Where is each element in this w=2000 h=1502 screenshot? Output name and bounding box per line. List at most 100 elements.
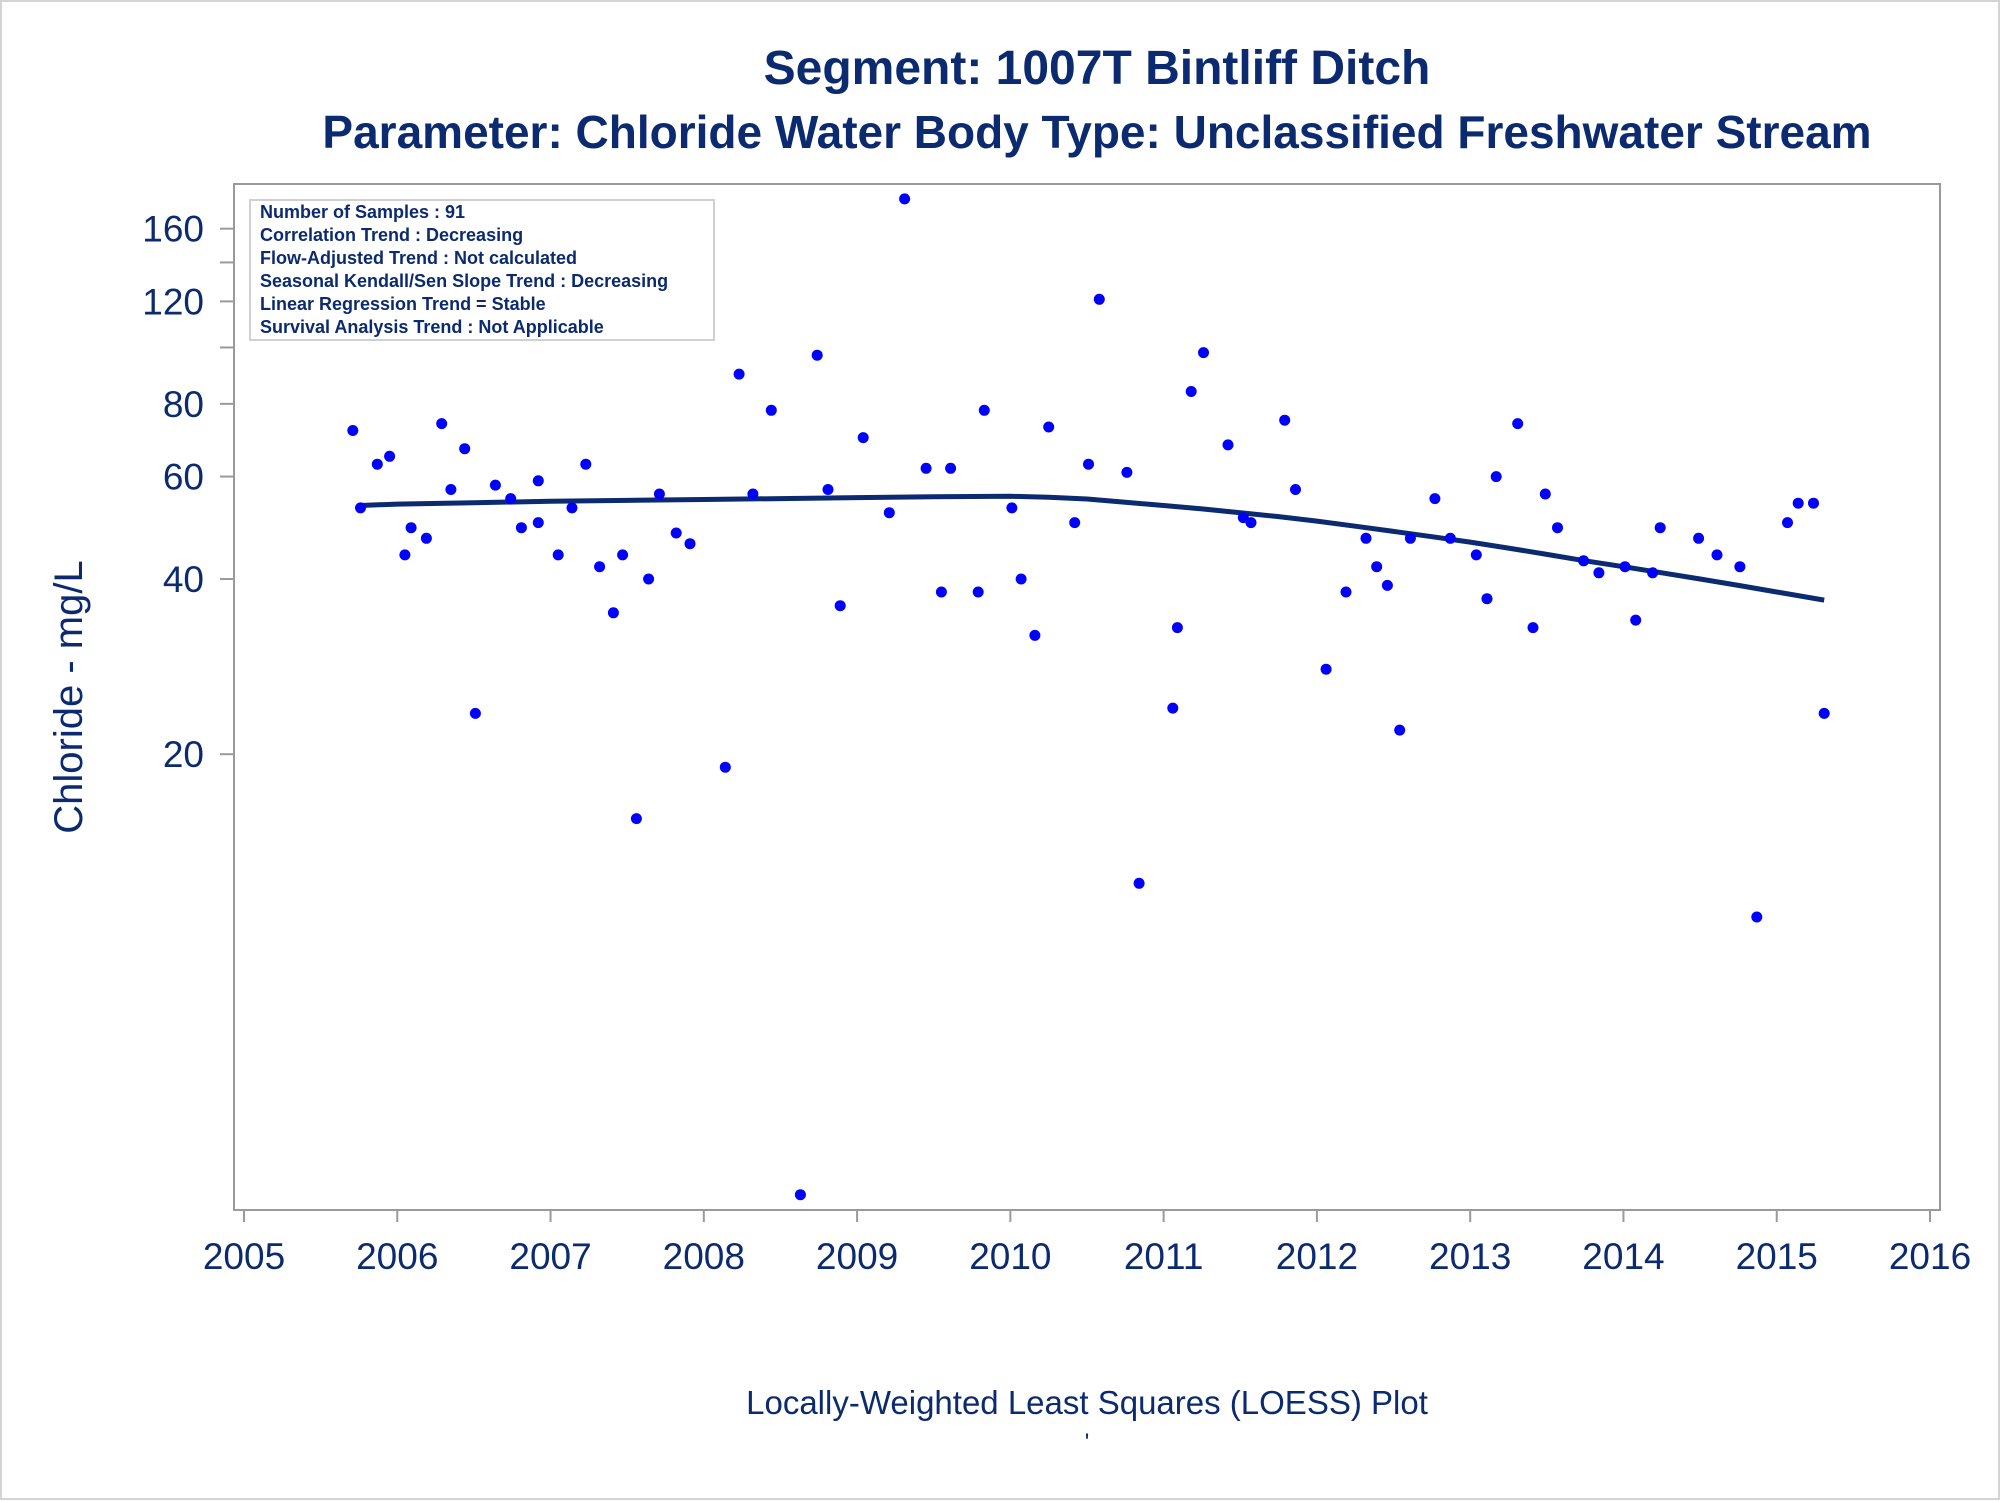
y-tick-label: 20: [163, 734, 204, 775]
data-point: [1394, 724, 1406, 736]
data-point: [1470, 549, 1482, 561]
data-point: [515, 522, 527, 534]
data-point: [670, 527, 682, 539]
data-points-layer: [347, 193, 1830, 1201]
data-point: [945, 462, 957, 474]
y-tick-label: 80: [163, 384, 204, 425]
y-tick-label: 40: [163, 559, 204, 600]
data-point: [459, 443, 471, 455]
data-point: [1185, 386, 1197, 397]
data-point: [1818, 707, 1830, 719]
data-point: [747, 488, 759, 500]
data-point: [630, 813, 642, 825]
data-point: [794, 1189, 806, 1201]
data-point: [1320, 663, 1332, 675]
data-point: [405, 522, 417, 534]
y-axis-label: Chloride - mg/L: [47, 560, 91, 833]
data-point: [607, 607, 619, 619]
data-point: [532, 517, 544, 529]
data-point: [1792, 497, 1804, 509]
stats-line-survival-analysis: Survival Analysis Trend : Not Applicable: [260, 317, 604, 337]
data-point: [1539, 488, 1551, 500]
data-point: [1371, 561, 1383, 573]
chart-subtitle: Parameter: Chloride Water Body Type: Unc…: [322, 106, 1871, 158]
data-point: [1751, 911, 1763, 923]
data-point: [1647, 567, 1659, 579]
data-point: [811, 349, 823, 361]
data-point: [1512, 418, 1524, 430]
data-point: [1167, 702, 1179, 714]
data-point: [643, 573, 655, 585]
data-point: [1222, 439, 1234, 451]
y-tick-label: 120: [142, 281, 204, 322]
stats-line-seasonal-kendall: Seasonal Kendall/Sen Slope Trend : Decre…: [260, 271, 668, 291]
data-point: [1290, 484, 1301, 495]
data-point: [920, 462, 932, 474]
data-point: [371, 458, 383, 470]
data-point: [1360, 532, 1372, 544]
data-point: [834, 600, 846, 612]
data-point: [566, 502, 578, 514]
stats-line-correlation: Correlation Trend : Decreasing: [260, 225, 523, 245]
y-tick-label: 60: [163, 457, 204, 498]
x-tick-label: 2016: [1889, 1236, 1971, 1277]
x-tick-label: 2014: [1582, 1236, 1664, 1277]
data-point: [489, 479, 501, 491]
data-point: [436, 418, 448, 430]
data-point: [420, 532, 432, 544]
data-point: [765, 404, 777, 416]
data-point: [1198, 347, 1209, 359]
stats-line-samples: Number of Samples : 91: [260, 202, 465, 222]
stats-line-flow-adjusted: Flow-Adjusted Trend : Not calculated: [260, 248, 577, 268]
data-point: [1340, 586, 1352, 598]
data-point: [1083, 458, 1094, 470]
data-point: [857, 432, 869, 444]
data-point: [1619, 561, 1631, 573]
data-point: [1429, 493, 1441, 505]
x-tick-label: 2010: [969, 1236, 1051, 1277]
data-point: [1630, 614, 1642, 626]
footnote: Locally-Weighted Least Squares (LOESS) P…: [746, 1384, 1428, 1421]
x-tick-label: 2007: [509, 1236, 591, 1277]
data-point: [1593, 567, 1605, 579]
chart-title: Segment: 1007T Bintliff Ditch: [764, 42, 1431, 95]
data-point: [1043, 421, 1055, 433]
data-point: [1444, 532, 1456, 544]
data-point: [1245, 517, 1257, 529]
data-point: [1527, 622, 1539, 634]
data-point: [1404, 532, 1416, 544]
data-point: [384, 450, 396, 462]
data-point: [617, 549, 629, 561]
data-point: [594, 561, 606, 573]
data-point: [1552, 522, 1563, 534]
data-point: [347, 425, 359, 436]
stats-line-linear-regression: Linear Regression Trend = Stable: [260, 294, 546, 314]
stats-box-frame: [249, 199, 715, 341]
data-point: [1006, 502, 1018, 514]
x-axis: 2005 2006 2007 2008 2009 2010 2011 2012 2013 2014…: [203, 1210, 1971, 1277]
y-axis: 20 40 60 80 120 160: [142, 209, 234, 775]
data-point: [978, 404, 990, 416]
data-point: [1133, 877, 1145, 889]
data-point: [1654, 522, 1666, 534]
data-point: [733, 368, 745, 380]
data-point: [580, 458, 592, 470]
data-point: [1279, 414, 1291, 426]
data-point: [399, 549, 411, 561]
data-point: [1693, 532, 1705, 544]
data-point: [972, 586, 984, 598]
data-point: [1490, 471, 1502, 483]
data-point: [1029, 629, 1041, 641]
data-point: [1481, 593, 1493, 605]
data-point: [1711, 549, 1723, 561]
data-point: [719, 761, 731, 773]
data-point: [1381, 579, 1393, 591]
x-tick-label: 2011: [1124, 1236, 1204, 1277]
data-point: [883, 507, 895, 519]
data-point: [935, 586, 947, 598]
data-point: [822, 484, 834, 495]
footnote-mark: ': [1085, 1429, 1090, 1456]
data-point: [899, 193, 911, 205]
data-point: [1093, 293, 1105, 305]
y-tick-label: 160: [142, 209, 204, 250]
